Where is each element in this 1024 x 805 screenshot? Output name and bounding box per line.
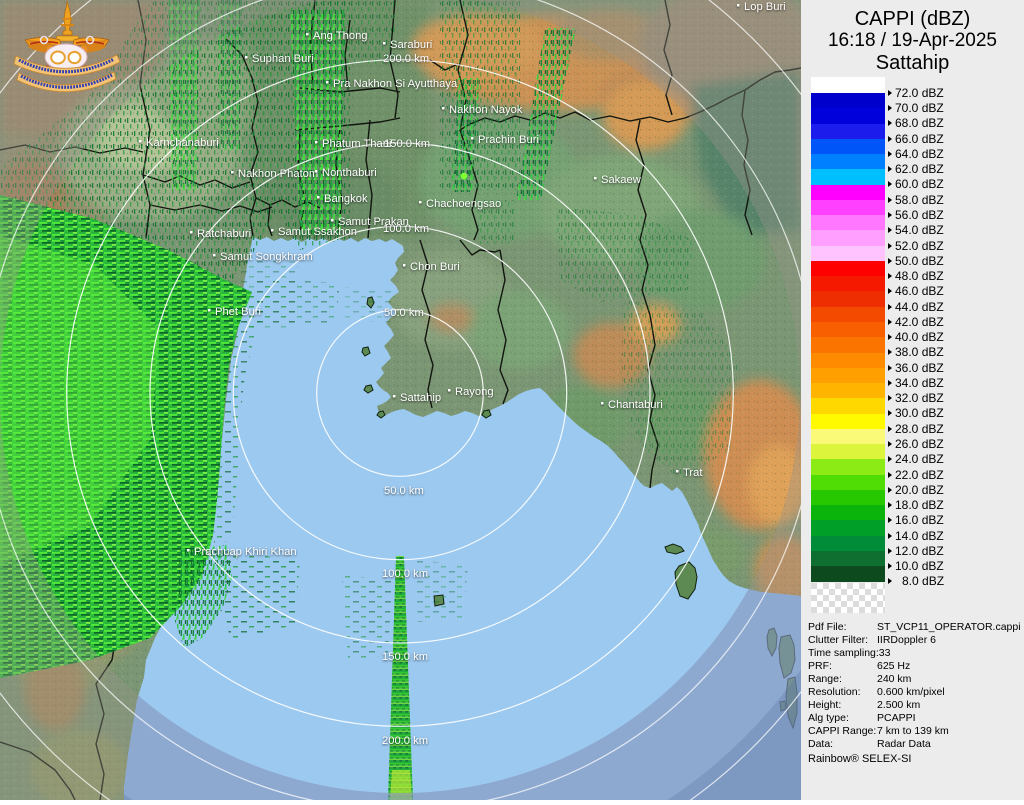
svg-text:Chachoengsao: Chachoengsao [426, 198, 501, 210]
svg-text:100.0 km: 100.0 km [383, 223, 429, 235]
svg-text:Phatum Thani: Phatum Thani [322, 138, 391, 150]
svg-text:Samut Ssakhon: Samut Ssakhon [278, 226, 357, 238]
svg-text:Prachin Buri: Prachin Buri [478, 134, 539, 146]
svg-text:150.0 km: 150.0 km [384, 138, 430, 150]
svg-text:Nonthaburi: Nonthaburi [322, 167, 377, 179]
svg-text:Bangkok: Bangkok [324, 193, 368, 205]
svg-text:Sattahip: Sattahip [400, 392, 441, 404]
svg-text:Suphan Buri: Suphan Buri [252, 53, 314, 65]
svg-text:Saraburi: Saraburi [390, 39, 432, 51]
svg-text:Prachuap Khiri Khan: Prachuap Khiri Khan [194, 546, 297, 558]
svg-text:100.0 km: 100.0 km [382, 568, 428, 580]
svg-text:Nakhon Phatom: Nakhon Phatom [238, 168, 318, 180]
svg-text:Nakhon Nayok: Nakhon Nayok [449, 104, 523, 116]
svg-text:Chantaburi: Chantaburi [608, 399, 663, 411]
svg-text:Trat: Trat [683, 467, 703, 479]
svg-text:Chon Buri: Chon Buri [410, 261, 460, 273]
svg-text:Phet Buri: Phet Buri [215, 306, 261, 318]
svg-text:Sakaew: Sakaew [601, 174, 642, 186]
svg-text:Pra Nakhon Si Ayutthaya: Pra Nakhon Si Ayutthaya [333, 78, 458, 90]
svg-text:Ang Thong: Ang Thong [313, 30, 368, 42]
svg-text:Samut Songkhram: Samut Songkhram [220, 251, 313, 263]
svg-text:50.0 km: 50.0 km [384, 307, 424, 319]
svg-text:Rayong: Rayong [455, 386, 494, 398]
svg-text:150.0 km: 150.0 km [382, 651, 428, 663]
svg-text:Lop Buri: Lop Buri [744, 1, 786, 13]
svg-text:50.0 km: 50.0 km [384, 485, 424, 497]
svg-text:200.0 km: 200.0 km [382, 735, 428, 747]
svg-text:Samut Prakan: Samut Prakan [338, 216, 409, 228]
svg-text:Karnchanaburi: Karnchanaburi [146, 137, 219, 149]
svg-text:200.0 km: 200.0 km [383, 53, 429, 65]
svg-text:Ratchaburi: Ratchaburi [197, 228, 251, 240]
